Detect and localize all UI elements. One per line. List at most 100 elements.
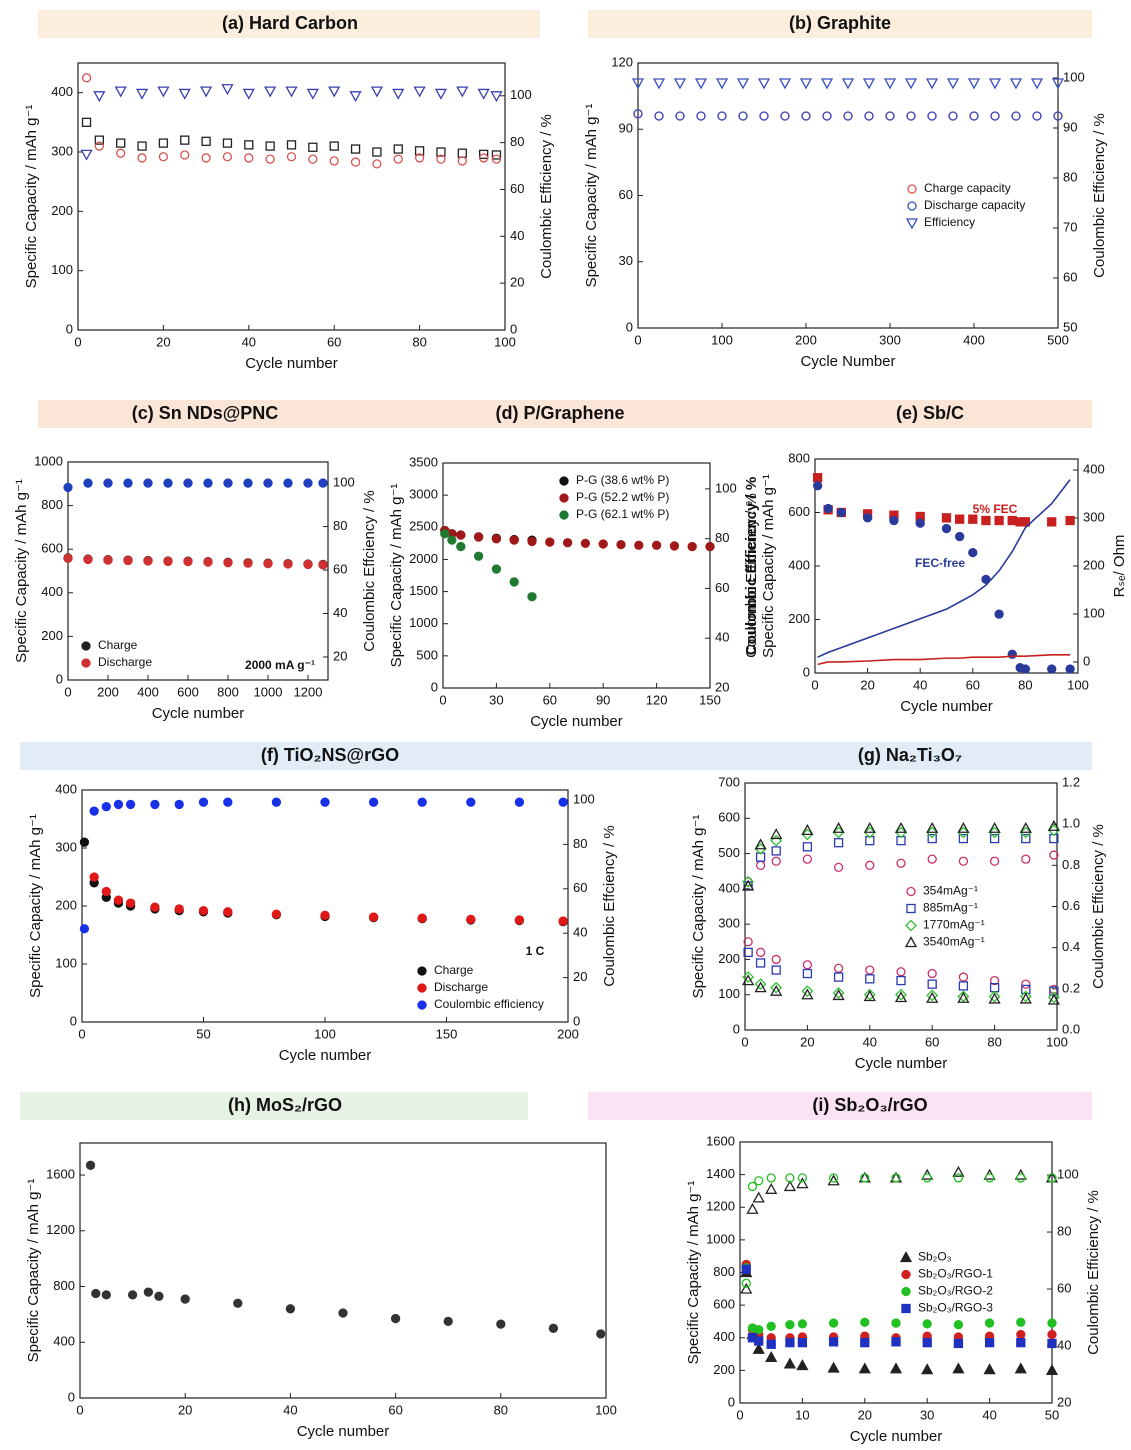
y2-tick-label: 100: [715, 480, 737, 495]
y-tick-label: 600: [718, 810, 740, 825]
y2-tick-label: 50: [1063, 319, 1077, 334]
data-point: [320, 910, 330, 920]
data-point: [766, 1173, 776, 1183]
data-point: [548, 1323, 559, 1333]
data-point: [509, 577, 519, 587]
data-point: [894, 821, 908, 833]
data-point: [1045, 1364, 1059, 1376]
data-point: [328, 86, 341, 98]
data-point: [802, 842, 813, 852]
data-point: [755, 860, 766, 870]
y2-tick-label: 80: [333, 518, 347, 533]
data-point: [828, 1173, 839, 1183]
y2-tick-label: 60: [1063, 269, 1077, 284]
data-point: [984, 1337, 995, 1348]
data-point: [833, 963, 844, 973]
y-tick-label: 60: [619, 187, 633, 202]
y2-axis-label: Coulombic Efficiency / %: [1091, 113, 1108, 278]
data-point: [926, 821, 939, 833]
data-point: [957, 826, 970, 839]
data-point: [308, 154, 318, 164]
annotation: 1 C: [526, 944, 545, 958]
data-point: [820, 78, 834, 90]
data-point: [303, 478, 313, 488]
x-axis-label: Cycle number: [530, 713, 623, 730]
data-point: [895, 988, 907, 1001]
x-tick-label: 200: [97, 684, 119, 699]
y2-tick-label: 40: [1057, 1337, 1071, 1352]
data-point: [198, 905, 209, 916]
data-point: [143, 556, 153, 566]
data-point: [178, 88, 191, 100]
chart-title: (c) Sn NDs@PNC: [132, 403, 279, 423]
data-point: [812, 473, 823, 483]
data-point: [199, 86, 213, 98]
data-point: [370, 86, 384, 98]
data-point: [766, 1339, 776, 1349]
data-point: [858, 1362, 871, 1374]
data-point: [244, 140, 254, 150]
data-point: [802, 960, 813, 970]
y-axis-label: Specific Capacity / mAh g⁻¹: [690, 815, 707, 999]
y2-tick-label: 60: [510, 181, 524, 196]
data-point: [616, 539, 626, 550]
data-point: [91, 1288, 101, 1299]
data-point: [457, 148, 467, 158]
y-tick-label: 0: [728, 1394, 735, 1409]
data-point: [350, 144, 361, 154]
x-tick-label: 30: [489, 692, 503, 707]
data-point: [989, 975, 1000, 986]
annotation: 2000 mA g⁻¹: [245, 658, 315, 672]
data-point: [843, 111, 853, 121]
legend-label: 3540mAg⁻¹: [923, 935, 985, 949]
data-point: [286, 152, 297, 162]
data-point: [988, 992, 1001, 1004]
data-point: [318, 560, 328, 570]
data-point: [841, 78, 855, 90]
legend-label: Discharge: [98, 655, 152, 669]
y-tick-label: 200: [51, 203, 73, 218]
legend-label: Charge: [98, 638, 138, 652]
data-point: [896, 975, 906, 986]
data-point: [318, 478, 328, 488]
data-point: [264, 86, 277, 98]
data-point: [116, 138, 126, 148]
x-tick-label: 1000: [254, 684, 283, 699]
data-point: [799, 78, 813, 90]
data-point: [771, 846, 781, 856]
data-point: [921, 1363, 934, 1375]
data-point: [833, 838, 844, 848]
data-point: [823, 503, 833, 514]
y2-axis-label: Coulombic Effciency / %: [361, 490, 378, 651]
data-point: [955, 514, 965, 524]
legend-label: 354mAg⁻¹: [923, 884, 978, 898]
data-point: [889, 515, 899, 526]
data-point: [123, 555, 133, 566]
data-point: [717, 111, 727, 121]
y-tick-label: 600: [713, 1297, 735, 1312]
data-point: [527, 536, 537, 547]
y-tick-label: 0: [626, 319, 633, 334]
data-point: [883, 78, 897, 90]
title-band: [38, 400, 1092, 428]
data-point: [94, 141, 104, 151]
data-point: [740, 1282, 753, 1294]
y-tick-label: 1600: [46, 1166, 75, 1181]
data-point: [796, 1359, 809, 1371]
x-tick-label: 800: [217, 684, 239, 699]
legend-label: Discharge: [434, 980, 488, 994]
legend-label: 885mAg⁻¹: [923, 901, 978, 915]
data-point: [953, 1338, 964, 1349]
legend-label: Charge: [434, 963, 474, 977]
data-point: [765, 1182, 778, 1194]
y-axis-label: Specific Capacity / mAh g⁻¹: [27, 814, 44, 998]
data-point: [1047, 1338, 1057, 1349]
data-point: [967, 78, 981, 90]
data-point: [89, 806, 99, 816]
x-tick-label: 60: [543, 692, 557, 707]
y-axis-label: Specific Capacity / mAh g⁻¹: [13, 479, 30, 663]
data-point: [743, 937, 753, 947]
data-point: [802, 854, 813, 864]
y2-tick-label: 40: [333, 605, 347, 620]
data-point: [478, 153, 489, 163]
